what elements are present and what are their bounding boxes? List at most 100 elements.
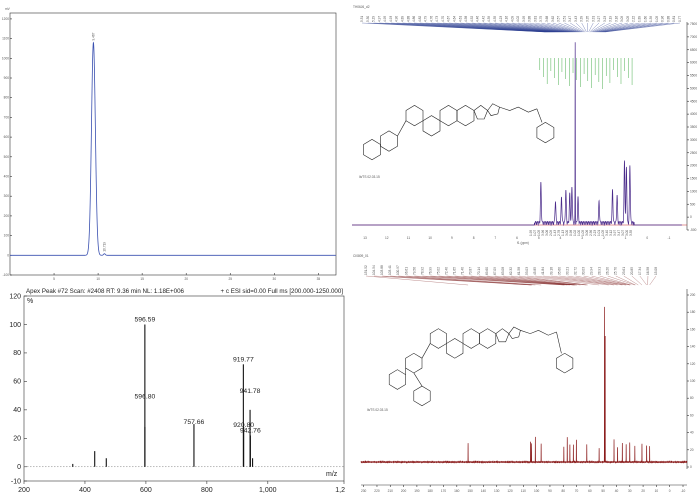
hplc-peak-label: 10.719 xyxy=(102,242,106,252)
13c-nmr-peak-label: 45.85 xyxy=(533,267,537,275)
13c-nmr-x-tick-label: 230 xyxy=(361,489,367,493)
13c-nmr-trace xyxy=(360,306,688,464)
1h-nmr-x-tick-label: 6 xyxy=(516,236,518,240)
hplc-y-tick-label: 200 xyxy=(4,214,10,218)
1h-nmr-peak-leader xyxy=(489,22,570,33)
1h-nmr-y-tick-label: 2500 xyxy=(690,151,697,155)
hplc-x-tick-label: 30 xyxy=(273,277,277,281)
1h-nmr-y-tick-label: 5500 xyxy=(690,74,697,78)
13c-nmr-y-tick-label: 0 xyxy=(690,465,692,469)
1h-nmr-peak-label: 4.67 xyxy=(447,16,451,22)
1h-nmr-peak-leader xyxy=(552,22,582,33)
1h-nmr-integral-label: 0.98 xyxy=(569,230,573,236)
1h-nmr-peak-label: 4.89 xyxy=(400,16,404,22)
1h-nmr-peak-label: 1.89 xyxy=(638,16,642,22)
hplc-x-tick-label: 35 xyxy=(317,277,321,281)
13c-nmr-peak-leader xyxy=(639,275,647,286)
13c-nmr-peak-leader xyxy=(510,275,587,286)
1h-nmr-peak-leader xyxy=(494,22,571,33)
1h-nmr-peak-leader xyxy=(477,22,567,33)
13c-nmr-peak-leader xyxy=(502,275,586,286)
1h-nmr-peak-leader xyxy=(448,22,562,33)
1h-nmr-peak-label: 5.29 xyxy=(372,16,376,22)
13c-nmr-panel: CI0809_01 151.52 104.54 103.88 103.41 100.97… xyxy=(347,249,698,503)
1h-nmr-header: TH06J6_d2 xyxy=(353,5,370,9)
1h-nmr-y-tick-label: 7500 xyxy=(690,22,697,26)
1h-nmr-y-tick-label: 7000 xyxy=(690,35,697,39)
ms-peak-label: 920.80 xyxy=(233,422,254,429)
hplc-peak-label: 9.467 xyxy=(91,32,95,40)
13c-nmr-peak-leader xyxy=(575,275,627,286)
1h-nmr-peak-label: 3.75 xyxy=(539,16,543,22)
1h-nmr-peak-label: 3.05 xyxy=(626,16,630,22)
1h-nmr-peak-leader xyxy=(600,22,657,33)
13c-nmr-peak-label: 71.65 xyxy=(453,267,457,275)
1h-nmr-peak-label: 3.43 xyxy=(574,16,578,22)
ms-peak-label: 942.76 xyxy=(240,428,261,435)
1h-nmr-peak-label: 4.16 xyxy=(505,16,509,22)
1h-nmr-peak-label: 0.88 xyxy=(666,16,670,22)
ms-peak-label: 596.80 xyxy=(135,393,156,400)
1h-nmr-integral-label: 3.97 xyxy=(613,230,617,236)
1h-nmr-y-tick-label: 4500 xyxy=(690,99,697,103)
1h-nmr-peak-label: 4.35 xyxy=(493,16,497,22)
1h-nmr-integral-label: 3.07 xyxy=(621,230,625,236)
ms-y-tick-label: 80 xyxy=(13,350,21,357)
1h-nmr-integral-label: 1.01 xyxy=(597,230,601,236)
1h-nmr-x-tick-label: 13 xyxy=(363,236,367,240)
1h-nmr-integral-label: 3.00 xyxy=(565,230,569,236)
1h-nmr-integral-label: 1.00 xyxy=(577,230,581,236)
1h-nmr-peak-leader xyxy=(594,22,623,33)
13c-nmr-y-tick-label: 140 xyxy=(690,345,696,349)
13c-nmr-peak-label: 20.85 xyxy=(630,267,634,275)
1h-nmr-peak-leader xyxy=(602,22,669,33)
ms-plot-frame xyxy=(23,295,345,482)
hplc-y-tick-label: 1000 xyxy=(2,56,9,60)
13c-nmr-peak-label: 70.87 xyxy=(469,267,473,275)
1h-nmr-compound-label: lb/TS 02.03.15 xyxy=(359,175,380,179)
13c-nmr-x-tick-label: 200 xyxy=(401,489,407,493)
13c-nmr-peak-label: 104.54 xyxy=(372,265,376,275)
1h-nmr-peak-label: 4.02 xyxy=(516,16,520,22)
1h-nmr-peak-label: 4.76 xyxy=(429,16,433,22)
1h-nmr-peak-label: 1.60 xyxy=(643,16,647,22)
hplc-y-tick-label: -100 xyxy=(3,273,10,277)
hplc-x-tick-label: 10 xyxy=(96,277,100,281)
1h-nmr-peak-leader xyxy=(588,22,594,33)
hplc-chromatogram: mV 1200110010009008007006005004003002001… xyxy=(2,7,337,281)
13c-nmr-peak-label: 28.91 xyxy=(598,267,602,275)
1h-nmr-peak-label: 3.47 xyxy=(568,16,572,22)
1h-nmr-integral-label: 2.09 xyxy=(549,230,553,236)
13c-nmr-y-tick-label: 160 xyxy=(690,327,696,331)
13c-nmr-y-tick-label: 60 xyxy=(690,413,694,417)
ms-peak-label: 757.66 xyxy=(184,419,205,426)
1h-nmr-integral-label: 3.40 xyxy=(605,230,609,236)
13c-nmr-peak-label: 17.34 xyxy=(638,267,642,275)
13c-nmr-peak-leader xyxy=(430,275,568,286)
1h-nmr-x-tick-label: 5 xyxy=(538,236,540,240)
1h-nmr-peak-label: 4.23 xyxy=(499,16,503,22)
1h-nmr-peak-label: 4.90 xyxy=(395,16,399,22)
13c-nmr-peak-label: 26.20 xyxy=(606,267,610,275)
13c-nmr-peak-label: 63.08 xyxy=(501,267,505,275)
1h-nmr-y-tick-label: 0 xyxy=(690,215,692,219)
13c-nmr-peak-leader xyxy=(494,275,581,286)
1h-nmr-integral-label: 3.00 xyxy=(625,230,629,236)
ms-y-tick-label: 20 xyxy=(13,436,21,443)
1h-nmr-x-tick-label: 10 xyxy=(428,236,432,240)
hplc-y-tick-label: 0 xyxy=(7,253,9,257)
ms-y-tick-label: -10 xyxy=(11,478,21,485)
hplc-y-tick-label: 400 xyxy=(4,175,10,179)
1h-nmr-panel: TH06J6_d2 5.31 5.30 5.29 4.97 4.95 4.93 4.90 4.… xyxy=(347,0,698,248)
1h-nmr-peak-label: 4.86 xyxy=(412,16,416,22)
1h-nmr-peak-label: 3.62 xyxy=(551,16,555,22)
1h-nmr-peak-label: 0.81 xyxy=(672,16,676,22)
1h-nmr-peak-label: 4.93 xyxy=(389,16,393,22)
1h-nmr-peak-label: 3.88 xyxy=(528,16,532,22)
1h-nmr-peak-leader xyxy=(570,22,585,33)
13c-nmr-y-tick-label: 100 xyxy=(690,379,696,383)
13c-nmr-y-tick-label: 200 xyxy=(690,293,696,297)
13c-nmr-x-tick-label: 70 xyxy=(575,489,579,493)
13c-nmr-x-tick-label: 90 xyxy=(548,489,552,493)
ms-y-tick-label: 60 xyxy=(13,379,21,386)
